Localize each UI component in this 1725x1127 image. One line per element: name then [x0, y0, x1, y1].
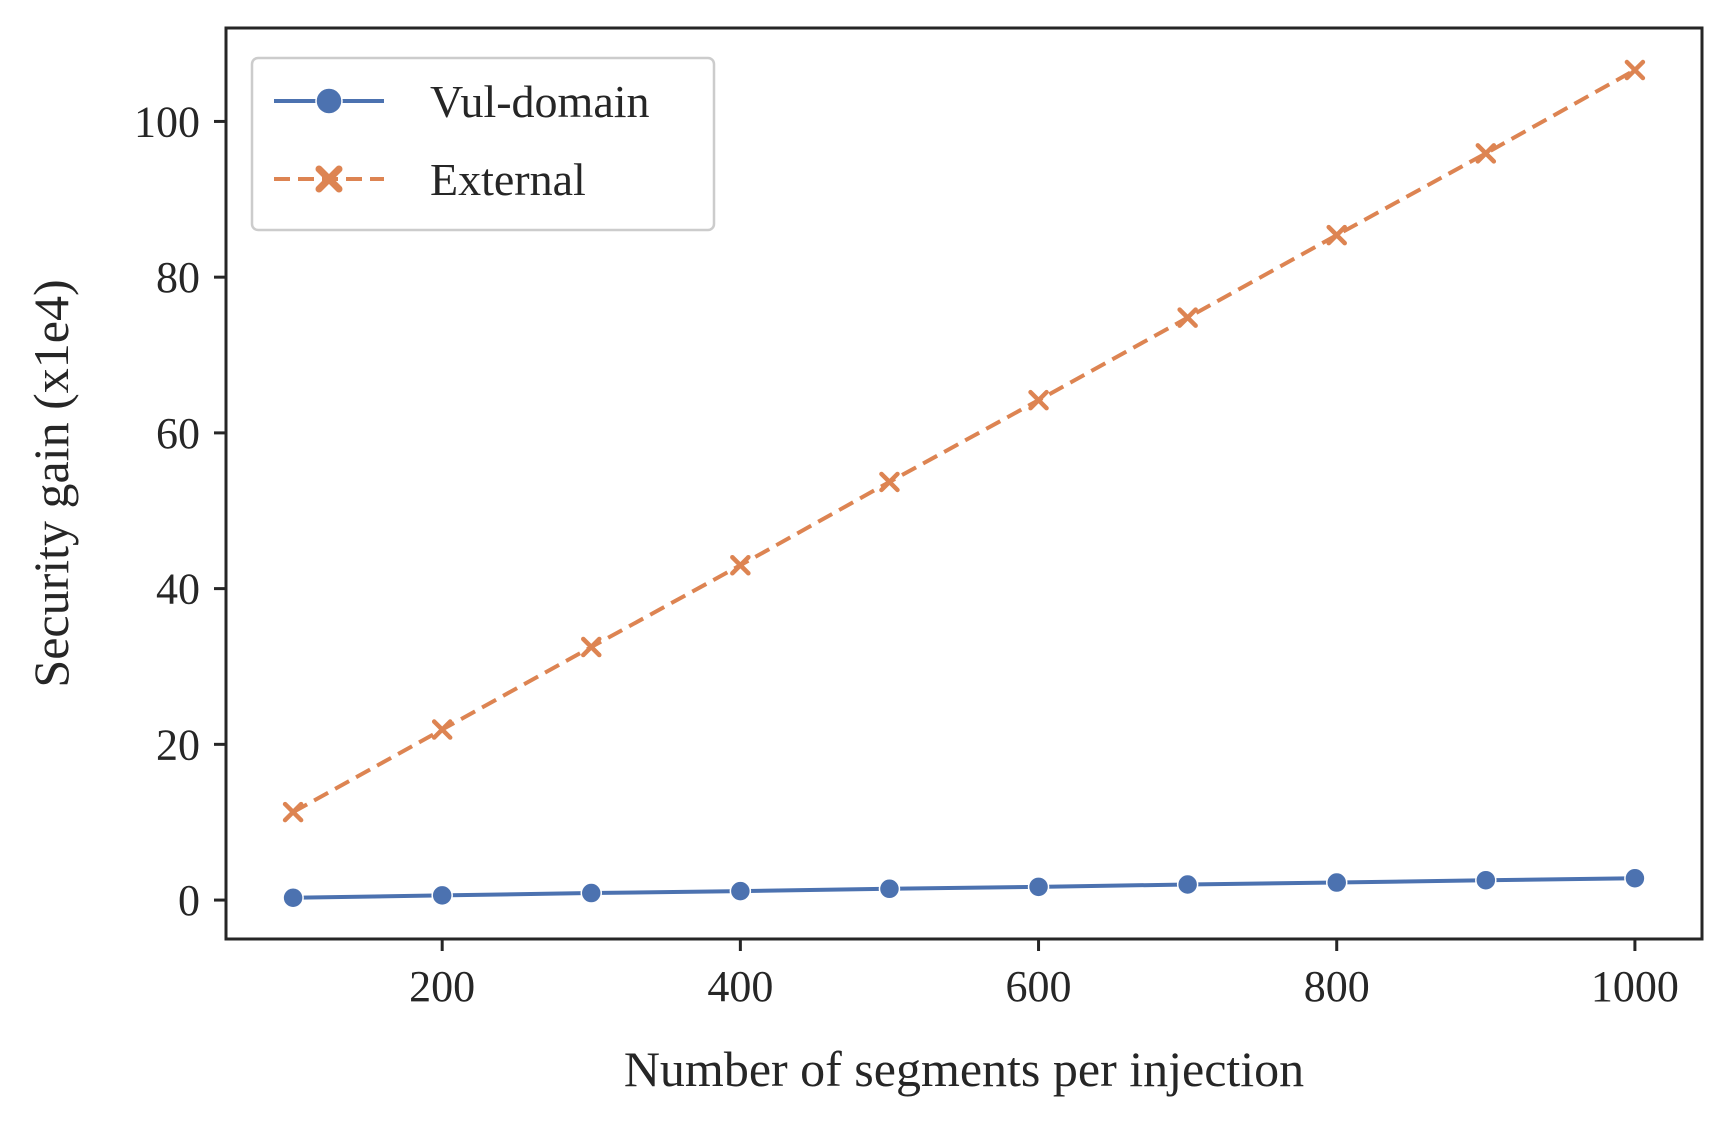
- data-point: [879, 471, 900, 493]
- y-axis-label: Security gain (x1e4): [23, 279, 79, 687]
- y-tick-label: 60: [156, 409, 200, 458]
- series-external: [282, 59, 1646, 823]
- y-tick-label: 20: [156, 720, 200, 769]
- data-point: [282, 801, 304, 823]
- y-tick-label: 0: [178, 876, 200, 925]
- x-tick-label: 800: [1304, 962, 1370, 1011]
- legend-marker: [315, 165, 343, 193]
- data-point: [730, 555, 751, 576]
- data-point: [1027, 876, 1050, 898]
- x-axis: 200 400 600 800 1000: [409, 939, 1679, 1011]
- data-point: [1325, 871, 1348, 894]
- legend-label: External: [430, 154, 586, 205]
- plot-border: [224, 26, 1704, 941]
- y-tick-label: 100: [134, 97, 200, 146]
- data-point: [431, 719, 453, 740]
- legend-item: Vul-domain: [274, 76, 650, 127]
- data-point: [729, 880, 752, 902]
- data-point: [1177, 307, 1198, 328]
- data-point: [581, 636, 602, 658]
- x-tick-label: 1000: [1591, 962, 1679, 1011]
- data-point: [1326, 224, 1347, 246]
- legend-item: External: [274, 154, 586, 205]
- y-tick-label: 40: [156, 565, 200, 614]
- series-layer: [282, 59, 1646, 909]
- data-point: [580, 882, 603, 904]
- data-point: [878, 878, 901, 900]
- data-point: [1475, 869, 1497, 891]
- x-tick-label: 600: [1006, 962, 1072, 1011]
- data-point: [282, 886, 304, 909]
- x-tick-label: 400: [707, 962, 773, 1011]
- series-line: [292, 68, 1636, 814]
- data-point: [1475, 143, 1497, 164]
- legend-marker: [315, 87, 343, 115]
- x-axis-label: Number of segments per injection: [624, 1041, 1304, 1097]
- y-tick-label: 80: [156, 253, 200, 302]
- series-vul-domain: [282, 867, 1646, 909]
- x-tick-label: 200: [409, 962, 475, 1011]
- legend-label: Vul-domain: [430, 76, 650, 127]
- data-point: [1624, 867, 1646, 890]
- series-line: [293, 876, 1635, 900]
- data-point: [431, 884, 453, 907]
- data-point: [1028, 389, 1049, 411]
- legend: Vul-domain External: [250, 56, 716, 232]
- plot-area: [224, 26, 1704, 941]
- data-point: [1176, 873, 1199, 896]
- data-point: [1624, 59, 1646, 81]
- y-axis: 0 20 40 60 80 100: [134, 97, 226, 925]
